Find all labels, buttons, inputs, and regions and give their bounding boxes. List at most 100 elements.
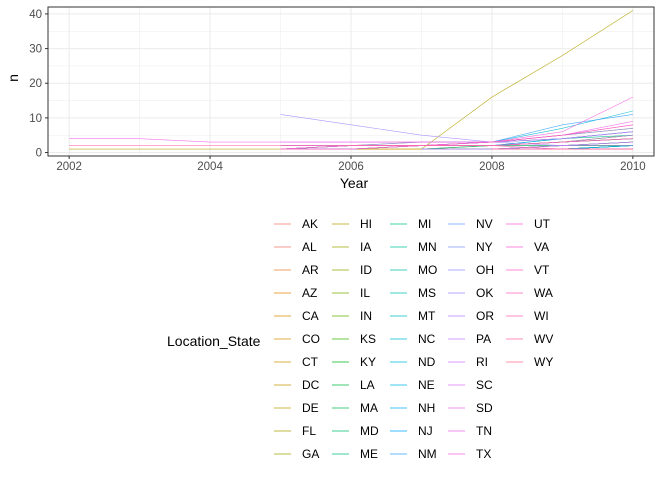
legend-item-ne: NE [390, 378, 435, 392]
legend-item-mt: MT [390, 309, 436, 323]
legend-item-wi: WI [506, 309, 549, 323]
x-tick-label: 2004 [197, 161, 223, 173]
legend-label: NE [418, 378, 435, 392]
legend-label: SC [476, 378, 493, 392]
legend-item-la: LA [332, 378, 375, 392]
legend: AK AL AR AZ CA CO CT DC DE FL GA HI IA ID IL IN KS KY LA MA… [274, 217, 553, 461]
y-tick-label: 30 [29, 44, 42, 56]
legend-label: NH [418, 401, 435, 415]
legend-item-ok: OK [448, 286, 493, 300]
x-tick-label: 2002 [56, 161, 82, 173]
legend-item-ga: GA [274, 447, 319, 461]
legend-label: IN [360, 309, 372, 323]
legend-label: PA [476, 332, 491, 346]
y-tick-label: 20 [29, 78, 42, 90]
legend-item-va: VA [506, 240, 549, 254]
legend-item-wa: WA [506, 286, 553, 300]
legend-item-mi: MI [390, 217, 431, 231]
legend-item-mn: MN [390, 240, 437, 254]
legend-label: MT [418, 309, 436, 323]
legend-label: OH [476, 263, 494, 277]
legend-item-md: MD [332, 424, 379, 438]
legend-label: VT [534, 263, 550, 277]
legend-item-ri: RI [448, 355, 488, 369]
legend-item-ms: MS [390, 286, 436, 300]
y-tick-label: 40 [29, 9, 42, 21]
x-axis-title: Year [340, 175, 369, 191]
legend-item-dc: DC [274, 378, 320, 392]
legend-label: WA [534, 286, 553, 300]
legend-label: TX [476, 447, 491, 461]
legend-label: MD [360, 424, 379, 438]
legend-label: NM [418, 447, 437, 461]
legend-label: KS [360, 332, 376, 346]
legend-item-ut: UT [506, 217, 551, 231]
legend-item-nh: NH [390, 401, 435, 415]
legend-label: WY [534, 355, 553, 369]
legend-label: CT [302, 355, 319, 369]
legend-label: MI [418, 217, 431, 231]
x-tick-label: 2010 [620, 161, 646, 173]
legend-label: NJ [418, 424, 433, 438]
legend-label: UT [534, 217, 551, 231]
legend-item-tn: TN [448, 424, 492, 438]
legend-label: IL [360, 286, 370, 300]
legend-item-nc: NC [390, 332, 436, 346]
legend-item-nd: ND [390, 355, 436, 369]
series-line-tx [69, 96, 634, 143]
legend-label: DC [302, 378, 320, 392]
legend-label: IA [360, 240, 371, 254]
legend-item-me: ME [332, 447, 378, 461]
major-gridlines [48, 7, 654, 156]
legend-item-sd: SD [448, 401, 493, 415]
legend-label: OR [476, 309, 494, 323]
legend-label: MO [418, 263, 437, 277]
legend-label: FL [302, 424, 316, 438]
legend-label: SD [476, 401, 493, 415]
legend-item-ky: KY [332, 355, 376, 369]
legend-label: RI [476, 355, 488, 369]
legend-item-sc: SC [448, 378, 493, 392]
legend-label: AL [302, 240, 317, 254]
legend-item-or: OR [448, 309, 494, 323]
legend-item-mo: MO [390, 263, 437, 277]
legend-item-tx: TX [448, 447, 491, 461]
legend-item-id: ID [332, 263, 372, 277]
legend-label: NC [418, 332, 436, 346]
legend-label: MS [418, 286, 436, 300]
legend-item-il: IL [332, 286, 370, 300]
legend-item-ak: AK [274, 217, 318, 231]
legend-item-co: CO [274, 332, 320, 346]
legend-label: WV [534, 332, 553, 346]
legend-item-ks: KS [332, 332, 376, 346]
legend-item-az: AZ [274, 286, 317, 300]
legend-item-ct: CT [274, 355, 319, 369]
legend-label: AR [302, 263, 319, 277]
legend-label: AZ [302, 286, 317, 300]
legend-item-nv: NV [448, 217, 493, 231]
legend-item-ca: CA [274, 309, 319, 323]
legend-label: KY [360, 355, 376, 369]
series-lines [69, 10, 634, 150]
legend-item-in: IN [332, 309, 372, 323]
legend-label: LA [360, 378, 375, 392]
legend-label: AK [302, 217, 318, 231]
legend-item-wv: WV [506, 332, 553, 346]
legend-label: CA [302, 309, 319, 323]
legend-item-nm: NM [390, 447, 437, 461]
legend-label: DE [302, 401, 319, 415]
legend-label: ME [360, 447, 378, 461]
y-axis-ticks: 0 10 20 30 40 [29, 9, 48, 160]
legend-label: NY [476, 240, 493, 254]
y-tick-label: 10 [29, 113, 42, 125]
legend-item-de: DE [274, 401, 319, 415]
x-tick-label: 2006 [338, 161, 364, 173]
legend-item-ny: NY [448, 240, 493, 254]
x-axis-ticks: 2002 2004 2006 2008 2010 [56, 156, 646, 173]
legend-label: VA [534, 240, 549, 254]
legend-label: MN [418, 240, 437, 254]
legend-label: HI [360, 217, 372, 231]
series-line-wa [280, 124, 633, 150]
legend-item-pa: PA [448, 332, 491, 346]
